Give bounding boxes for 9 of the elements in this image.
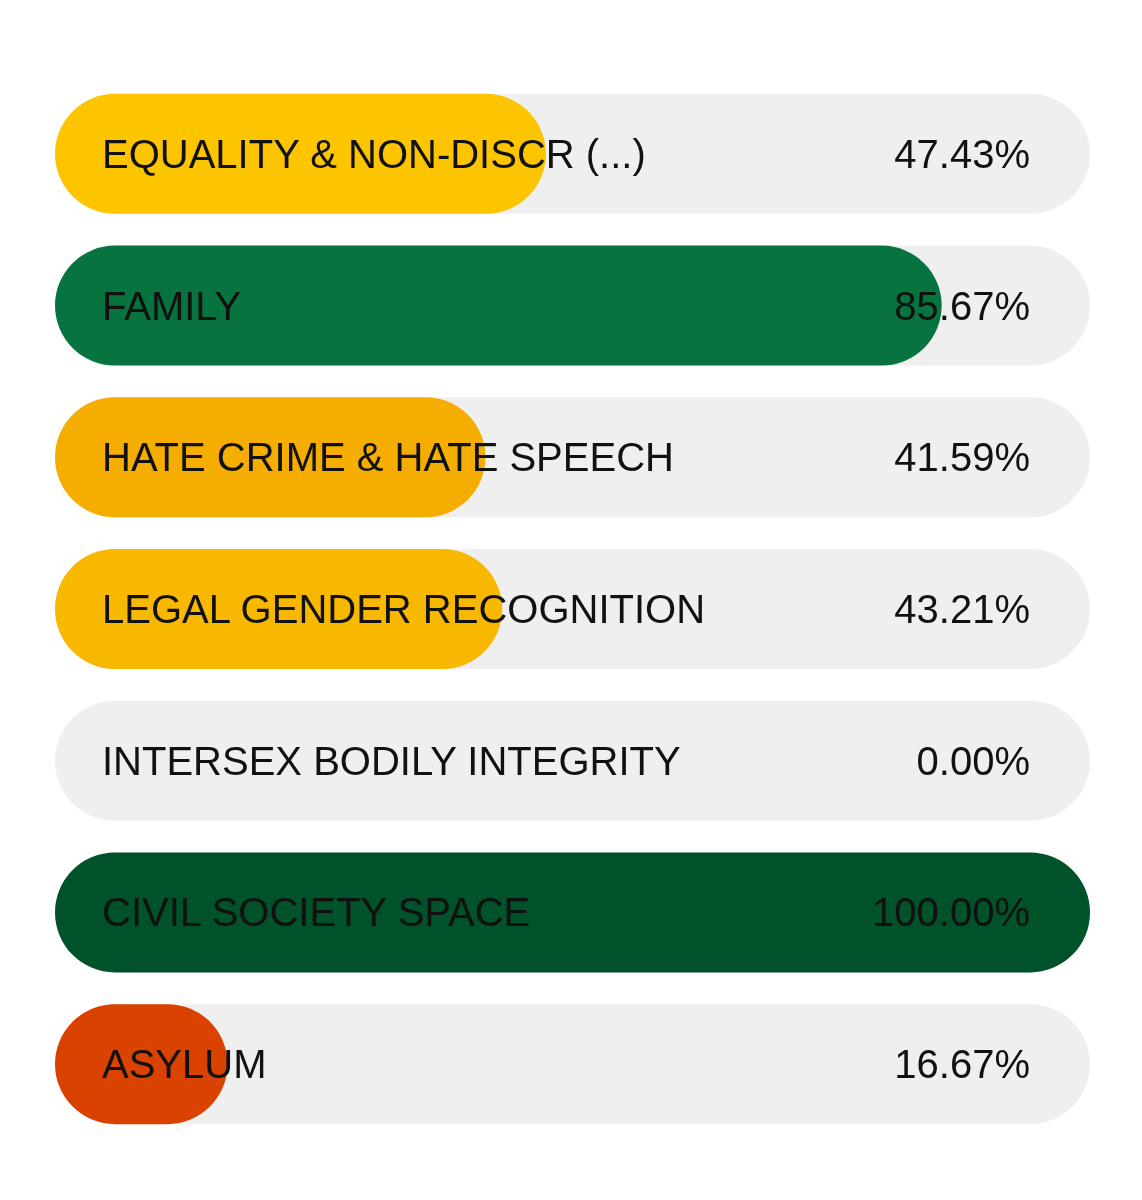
data-label: 41.59%: [894, 435, 1030, 480]
data-label: 0.00%: [916, 738, 1030, 783]
data-label: 100.00%: [872, 890, 1030, 935]
y-tick-label: CIVIL SOCIETY SPACE: [102, 890, 531, 935]
data-label: 47.43%: [894, 131, 1030, 176]
data-label: 16.67%: [894, 1042, 1030, 1087]
data-label: 43.21%: [894, 587, 1030, 631]
y-tick-label: INTERSEX BODILY INTEGRITY: [102, 738, 681, 783]
y-tick-label: FAMILY: [102, 283, 242, 328]
